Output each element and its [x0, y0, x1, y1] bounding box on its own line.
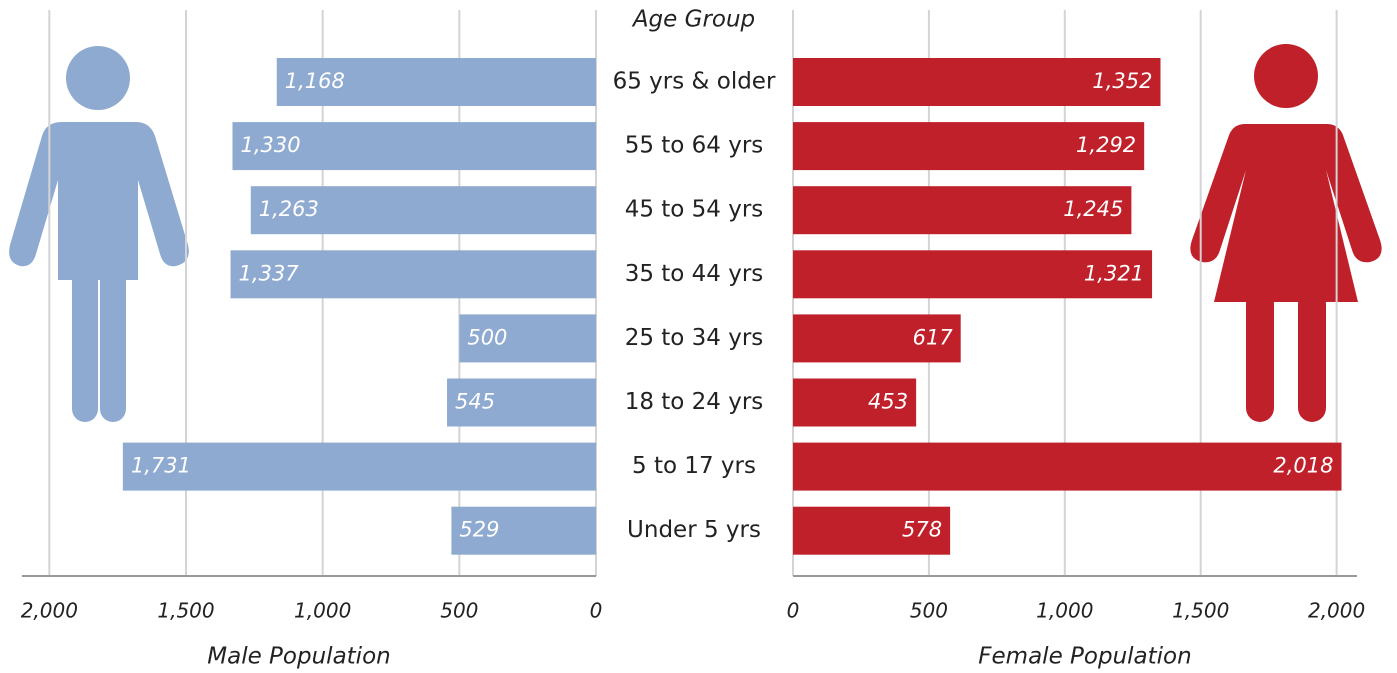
- value-label: 1,292: [1076, 133, 1136, 157]
- bar: [793, 58, 1161, 106]
- male-icon: [9, 46, 189, 422]
- bar: [250, 186, 596, 235]
- category-label: 25 to 34 yrs: [625, 325, 764, 351]
- category-label: 65 yrs & older: [613, 69, 776, 95]
- value-label: 2,018: [1273, 454, 1333, 478]
- value-label: 545: [455, 390, 495, 414]
- x-axis-title: Female Population: [978, 644, 1191, 670]
- x-tick-label: 1,000: [294, 599, 351, 623]
- value-label: 453: [868, 390, 908, 414]
- category-label: 45 to 54 yrs: [625, 197, 764, 223]
- bar: [451, 506, 596, 555]
- category-label: 55 to 64 yrs: [625, 133, 764, 159]
- category-label: Under 5 yrs: [627, 517, 761, 543]
- x-tick-label: 1,500: [157, 599, 214, 623]
- category-label: 5 to 17 yrs: [632, 453, 756, 479]
- bar: [793, 250, 1153, 299]
- female-icon: [1190, 44, 1382, 422]
- value-label: 1,731: [131, 454, 191, 478]
- bar: [793, 314, 961, 363]
- bar: [793, 378, 917, 427]
- bar: [232, 122, 596, 171]
- x-tick-label: 500: [440, 599, 478, 623]
- value-label: 1,168: [285, 69, 345, 93]
- bar: [447, 378, 596, 427]
- value-label: 500: [467, 325, 507, 349]
- x-tick-label: 1,500: [1172, 599, 1229, 623]
- value-label: 1,337: [239, 261, 300, 285]
- y-axis-title: Age Group: [631, 7, 755, 33]
- value-label: 1,352: [1092, 69, 1152, 93]
- x-tick-label: 0: [590, 599, 603, 623]
- category-label: 35 to 44 yrs: [625, 261, 764, 287]
- x-tick-label: 2,000: [21, 599, 78, 623]
- value-label: 1,321: [1084, 261, 1144, 285]
- bar: [459, 314, 596, 363]
- category-label: 18 to 24 yrs: [625, 389, 764, 415]
- x-tick-label: 500: [910, 599, 948, 623]
- bar: [793, 122, 1145, 171]
- value-label: 578: [902, 518, 942, 542]
- value-label: 529: [459, 518, 499, 542]
- bar: [276, 58, 596, 106]
- value-label: 1,330: [240, 133, 300, 157]
- bar: [793, 186, 1132, 235]
- value-label: 617: [913, 325, 954, 349]
- bar: [793, 442, 1342, 491]
- x-tick-label: 2,000: [1308, 599, 1365, 623]
- bar: [122, 442, 597, 491]
- x-tick-label: 0: [787, 599, 800, 623]
- value-label: 1,245: [1063, 197, 1123, 221]
- x-tick-label: 1,000: [1036, 599, 1093, 623]
- bar: [230, 250, 596, 299]
- bar: [793, 506, 951, 555]
- x-axis-title: Male Population: [207, 644, 390, 670]
- value-label: 1,263: [259, 197, 319, 221]
